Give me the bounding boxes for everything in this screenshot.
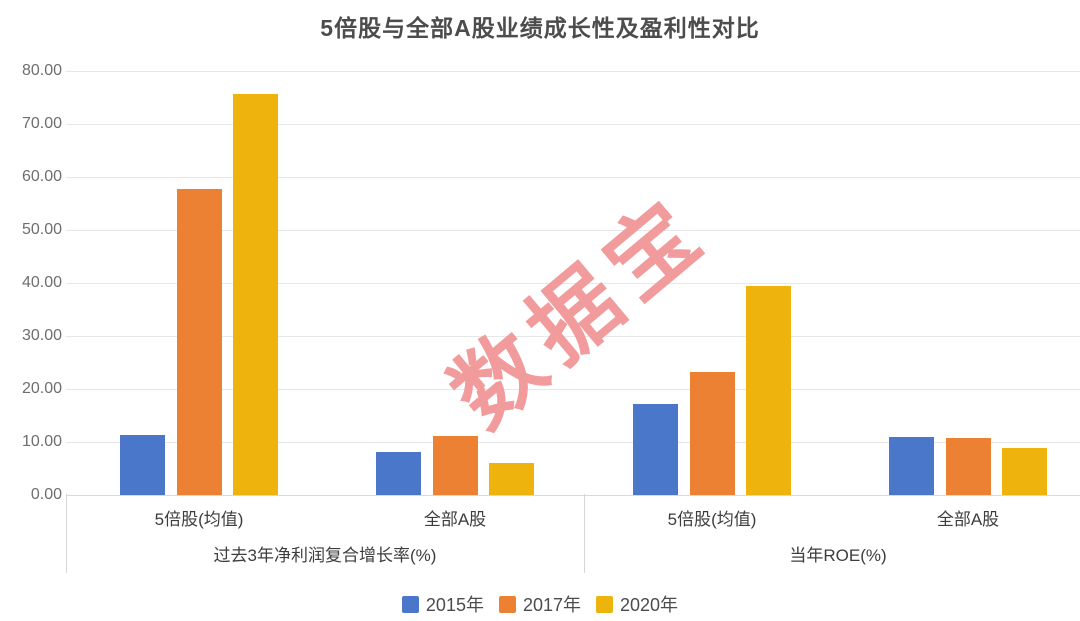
bar-2020年-3	[1002, 447, 1047, 495]
legend-swatch-icon	[596, 595, 614, 613]
bar-2015年-3	[889, 437, 934, 495]
y-axis-tick-label: 10.00	[21, 433, 62, 450]
legend-label: 2020年	[620, 595, 679, 615]
axis-divider	[584, 494, 585, 573]
gridline	[66, 495, 1080, 496]
legend: 2015年 2017年 2020年	[0, 591, 1080, 617]
group-label: 当年ROE(%)	[789, 546, 887, 565]
bar-2020年-1	[489, 463, 534, 495]
bar-2015年-2	[633, 404, 678, 495]
category-label: 5倍股(均值)	[154, 510, 244, 529]
bar-2020年-2	[746, 286, 791, 495]
category-label: 全部A股	[936, 510, 1000, 529]
gridline	[66, 283, 1080, 284]
bar-2017年-2	[689, 371, 735, 495]
gridline	[66, 124, 1080, 125]
gridline	[66, 442, 1080, 443]
legend-item-2015年: 2015年	[401, 591, 484, 617]
axis-divider	[66, 494, 67, 573]
bar-2017年-3	[945, 437, 991, 495]
gridline	[66, 230, 1080, 231]
y-axis-tick-label: 60.00	[21, 168, 62, 185]
gridline	[66, 389, 1080, 390]
y-axis-tick-label: 30.00	[21, 327, 62, 344]
bar-2017年-1	[432, 436, 478, 495]
watermark: 数据宝	[432, 177, 727, 446]
legend-label: 2015年	[425, 595, 484, 615]
y-axis-tick-label: 80.00	[21, 62, 62, 79]
y-axis-tick-label: 0.00	[30, 486, 62, 503]
y-axis-tick-label: 20.00	[21, 380, 62, 397]
bar-2020年-0	[233, 93, 278, 495]
legend-item-2017年: 2017年	[498, 591, 582, 617]
category-label: 5倍股(均值)	[667, 510, 757, 529]
y-axis-tick-label: 70.00	[21, 115, 62, 132]
bar-2015年-0	[120, 434, 165, 495]
legend-label: 2017年	[522, 595, 582, 615]
legend-item-2020年: 2020年	[596, 591, 678, 617]
legend-swatch-icon	[401, 595, 419, 613]
bar-2015年-1	[376, 452, 421, 495]
gridline	[66, 336, 1080, 337]
group-label: 过去3年净利润复合增长率(%)	[213, 546, 437, 565]
gridline	[66, 177, 1080, 178]
bar-2017年-0	[176, 189, 222, 495]
chart-title: 5倍股与全部A股业绩成长性及盈利性对比	[320, 15, 760, 41]
y-axis-tick-label: 40.00	[21, 274, 62, 291]
y-axis-tick-label: 50.00	[21, 221, 62, 238]
gridline	[66, 71, 1080, 72]
category-label: 全部A股	[423, 510, 487, 529]
legend-swatch-icon	[498, 595, 516, 613]
